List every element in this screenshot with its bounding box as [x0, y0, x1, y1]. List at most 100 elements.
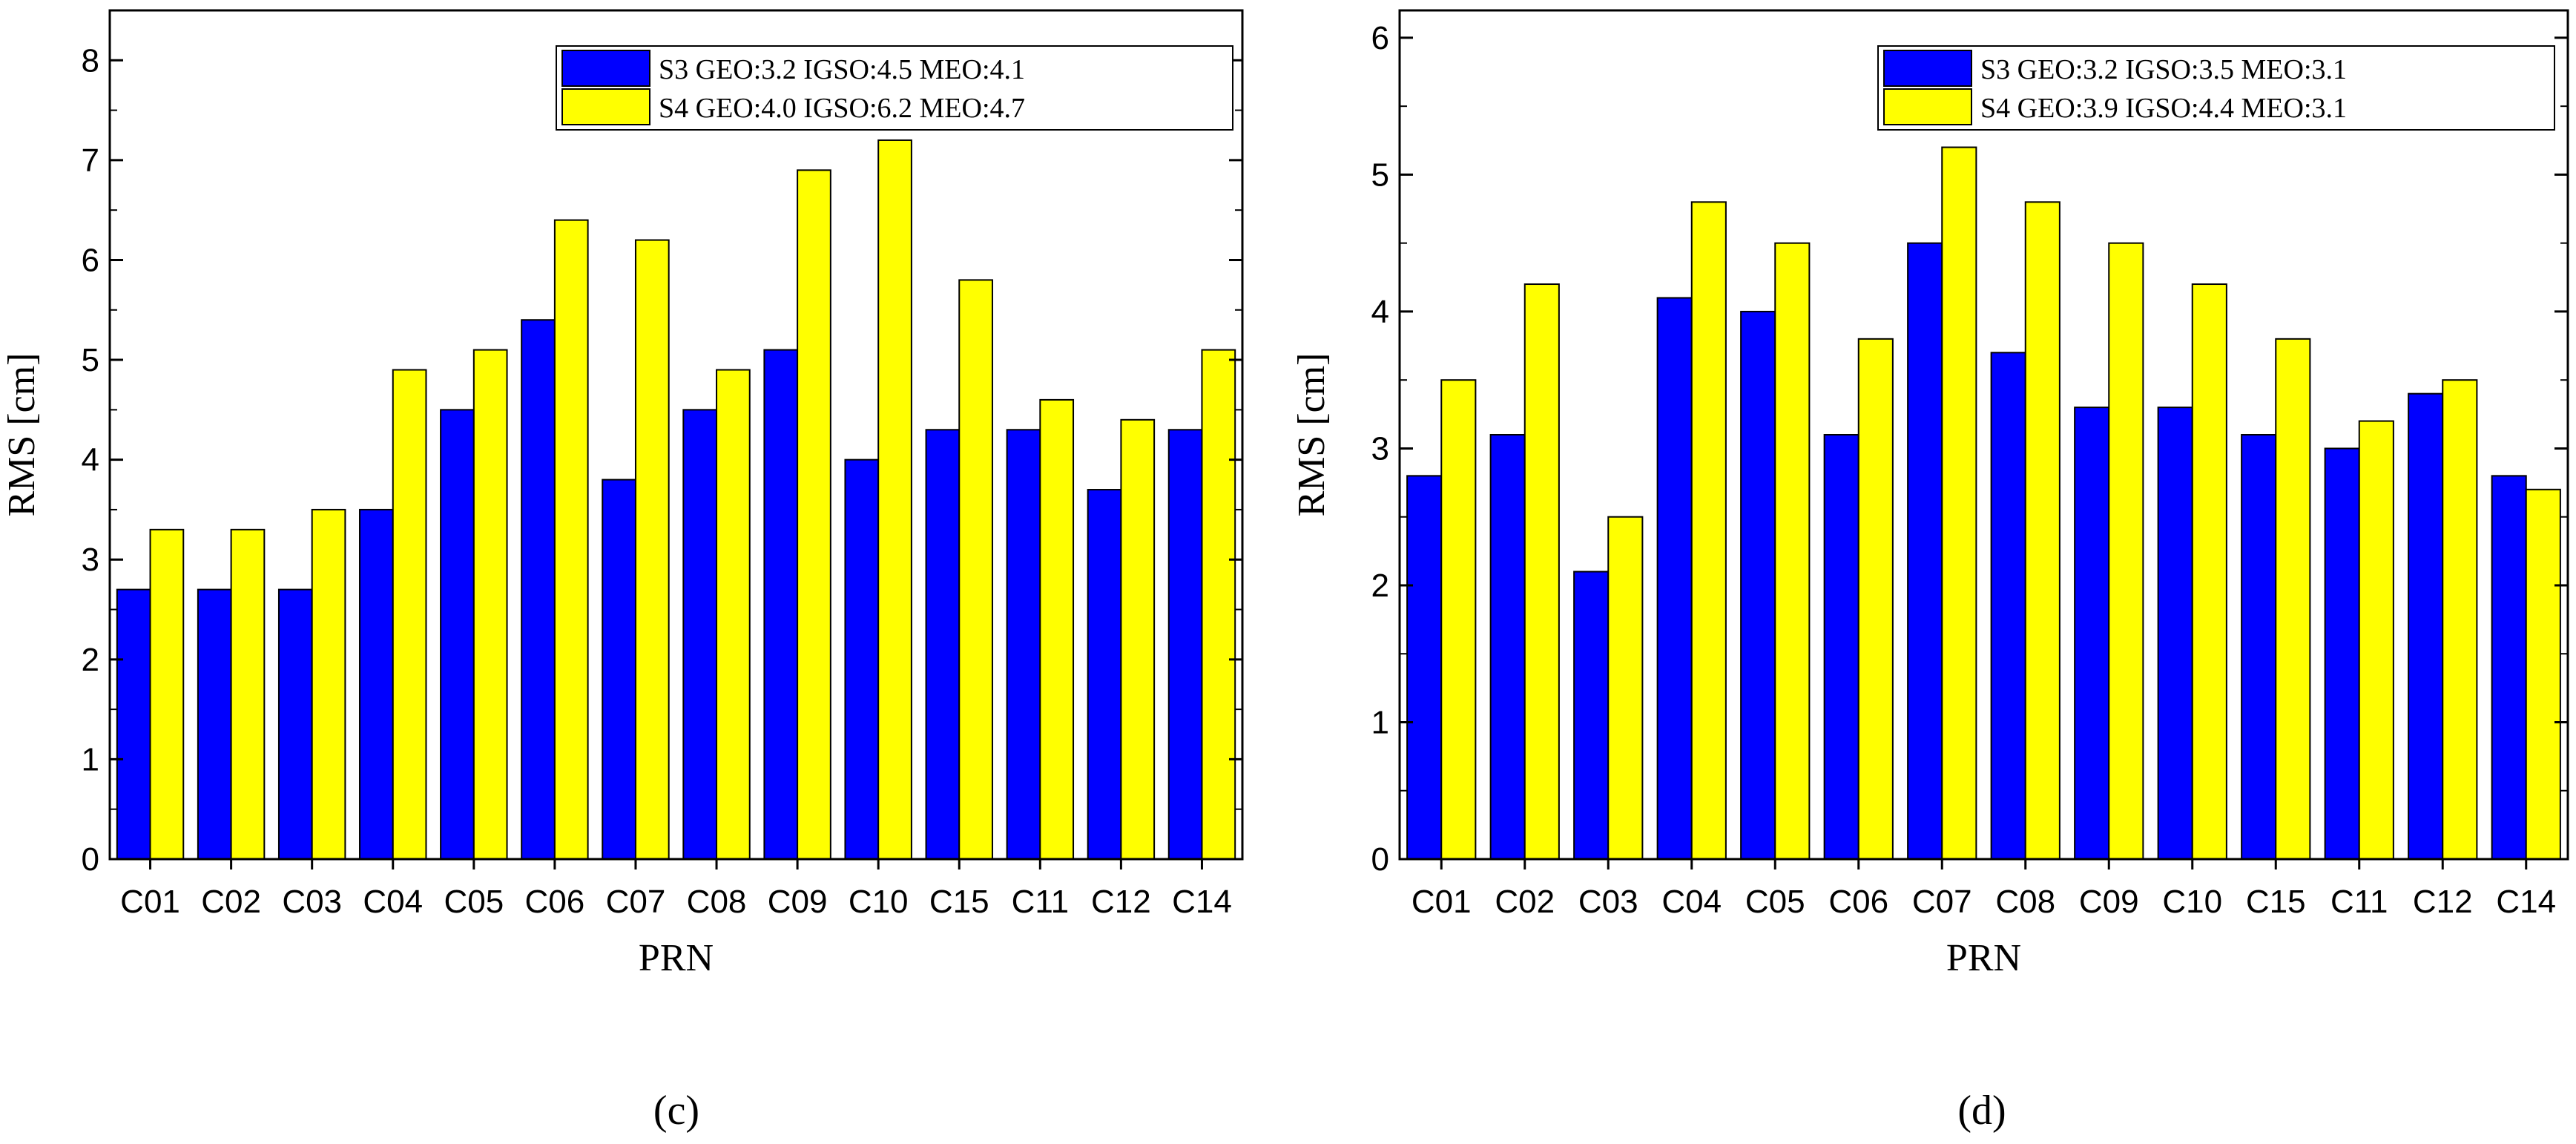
x-tick-label: C12	[2413, 884, 2473, 920]
bar-s3-c03	[1573, 571, 1610, 860]
y-tick-label: 5	[82, 342, 99, 378]
x-tick-label: C07	[1912, 884, 1972, 920]
x-tick-label: C06	[1828, 884, 1888, 920]
x-axis-title: PRN	[639, 937, 714, 979]
y-tick-label: 0	[82, 841, 99, 878]
bar-s3-c09	[2074, 407, 2110, 860]
bar-s3-c14	[2491, 475, 2527, 860]
legend-label-s3: S3 GEO:3.2 IGSO:3.5 MEO:3.1	[1980, 54, 2347, 85]
x-tick-label: C11	[1012, 884, 1069, 920]
bar-s3-c08	[682, 409, 718, 860]
x-tick-label: C02	[201, 884, 261, 920]
legend-box	[556, 45, 1233, 131]
y-axis-title: RMS [cm]	[1, 353, 43, 517]
x-tick-label: C01	[120, 884, 180, 920]
bar-s4-c12	[2442, 379, 2478, 860]
y-tick-label: 4	[82, 442, 99, 479]
x-tick-label: C10	[849, 884, 909, 920]
bar-s3-c01	[1406, 475, 1443, 860]
bar-s3-c12	[1087, 489, 1122, 861]
bar-s3-c02	[197, 588, 232, 860]
x-tick-label: C09	[2079, 884, 2139, 920]
bar-s4-c02	[230, 528, 266, 860]
bar-s4-c01	[149, 528, 185, 860]
bar-s4-c05	[472, 349, 508, 861]
y-tick-label: 3	[1371, 430, 1389, 467]
x-axis-title: PRN	[1946, 937, 2021, 979]
legend-swatch-s4	[1883, 88, 1972, 125]
bar-s4-c03	[1607, 516, 1644, 860]
bar-s4-c09	[797, 169, 831, 860]
x-tick-label: C05	[444, 884, 504, 920]
x-tick-label: C09	[768, 884, 828, 920]
bar-s4-c07	[1941, 146, 1977, 861]
panel-label: (d)	[1957, 1088, 2006, 1134]
y-tick-label: 2	[82, 642, 99, 678]
bar-s3-c04	[1656, 297, 1693, 860]
x-tick-label: C07	[606, 884, 666, 920]
legend-swatch-s3	[561, 50, 650, 87]
x-tick-label: C04	[363, 884, 423, 920]
bar-s4-c08	[716, 369, 751, 860]
x-tick-label: C12	[1091, 884, 1151, 920]
bar-s4-c10	[877, 139, 912, 860]
y-tick-label: 1	[1371, 704, 1389, 740]
y-tick-label: 6	[82, 242, 99, 278]
x-tick-label: C03	[1578, 884, 1638, 920]
x-tick-label: C02	[1495, 884, 1555, 920]
bar-s4-c06	[553, 219, 589, 860]
bar-s4-c02	[1523, 283, 1560, 860]
x-tick-label: C15	[2246, 884, 2306, 920]
bar-s4-c05	[1774, 242, 1811, 860]
bar-s4-c09	[2108, 242, 2144, 860]
bar-s4-c11	[1039, 398, 1075, 860]
bar-s3-c01	[116, 588, 151, 860]
bar-s3-c10	[844, 458, 880, 860]
y-tick-label: 6	[1371, 20, 1389, 56]
bar-s3-c12	[2408, 392, 2444, 860]
bar-s4-c14	[2525, 488, 2561, 860]
bar-s4-c10	[2191, 283, 2227, 860]
y-tick-label: 4	[1371, 294, 1389, 330]
x-tick-label: C01	[1411, 884, 1472, 920]
x-tick-label: C05	[1745, 884, 1805, 920]
x-tick-label: C03	[282, 884, 342, 920]
legend-box	[1877, 45, 2555, 131]
legend-label-s3: S3 GEO:3.2 IGSO:4.5 MEO:4.1	[659, 54, 1025, 85]
y-tick-label: 8	[82, 42, 99, 79]
bar-s3-c03	[277, 588, 313, 860]
bar-s3-c04	[359, 508, 394, 860]
legend-swatch-s4	[561, 88, 650, 125]
bar-s4-c04	[1690, 201, 1727, 860]
bar-s4-c01	[1440, 379, 1477, 860]
y-axis-title: RMS [cm]	[1291, 353, 1333, 517]
bar-s3-c11	[1006, 429, 1041, 860]
x-tick-label: C04	[1661, 884, 1722, 920]
legend-label-s4: S4 GEO:3.9 IGSO:4.4 MEO:3.1	[1980, 93, 2347, 124]
bar-s3-c11	[2324, 447, 2360, 860]
chart-panel-c: 0 1 2 3 4 5 6 7 8 C01 C02 C03 C04 C05 C06 C07 C08 C09 C10 C…	[1, 9, 1244, 1134]
y-tick-label: 3	[82, 542, 99, 578]
bar-s3-c15	[2241, 434, 2277, 860]
y-tick-label: 0	[1371, 841, 1389, 878]
plot-frame	[1398, 9, 2569, 861]
bar-s4-c12	[1120, 418, 1156, 860]
bar-s3-c07	[1907, 242, 1943, 860]
bar-s4-c11	[2358, 420, 2394, 860]
plot-frame	[108, 9, 1244, 861]
bar-s4-c04	[392, 369, 427, 860]
legend-swatch-s3	[1883, 50, 1972, 87]
y-tick-label: 5	[1371, 157, 1389, 193]
bar-s3-c05	[440, 409, 475, 860]
x-tick-label: C14	[2496, 884, 2556, 920]
bar-s3-c06	[1823, 434, 1859, 860]
y-tick-label: 2	[1371, 568, 1389, 604]
bar-s4-c07	[634, 239, 670, 861]
bar-s3-c07	[602, 479, 636, 860]
x-tick-label: C11	[2330, 884, 2388, 920]
bar-s4-c08	[2024, 201, 2061, 860]
bar-s4-c14	[1201, 349, 1236, 861]
x-tick-label: C06	[525, 884, 585, 920]
x-tick-label: C10	[2162, 884, 2222, 920]
